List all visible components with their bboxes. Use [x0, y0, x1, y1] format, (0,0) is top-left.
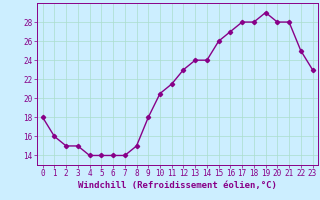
X-axis label: Windchill (Refroidissement éolien,°C): Windchill (Refroidissement éolien,°C) — [78, 181, 277, 190]
